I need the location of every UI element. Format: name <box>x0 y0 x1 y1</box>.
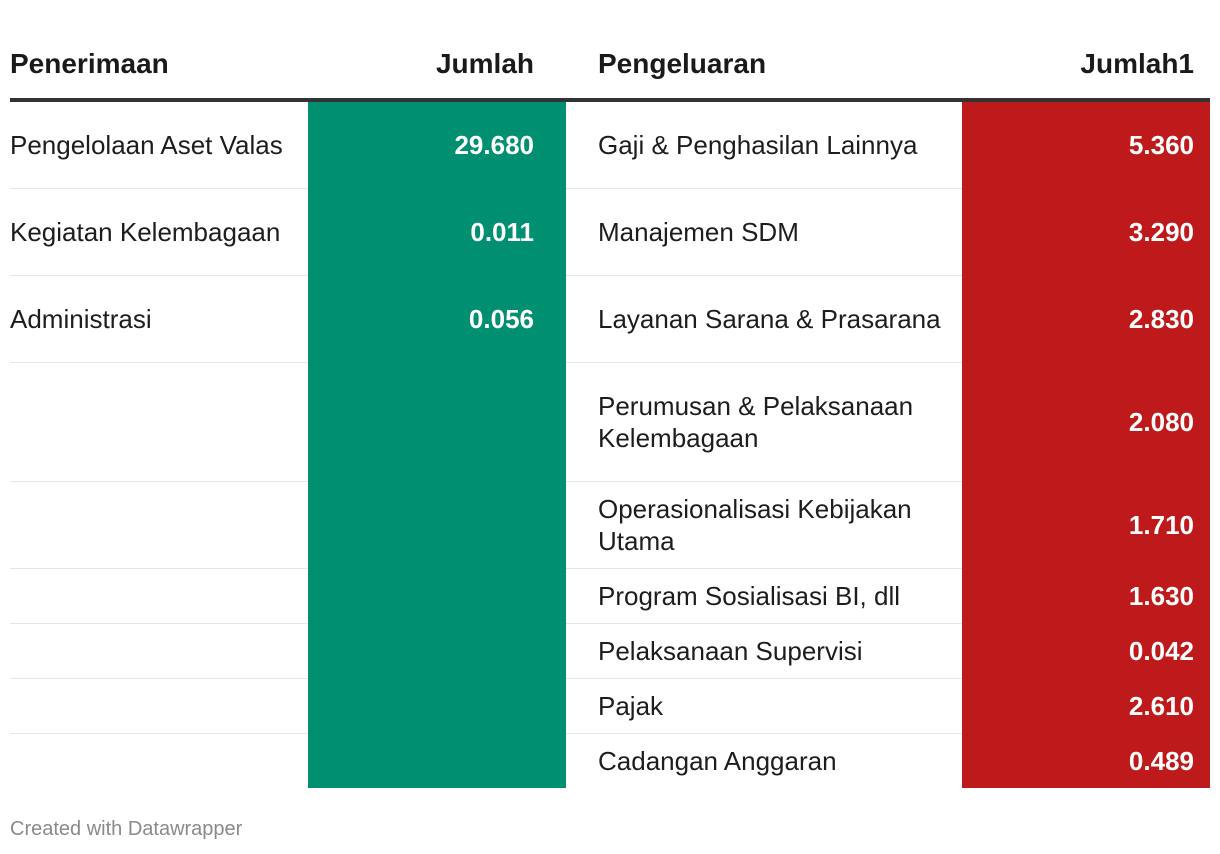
cell-jumlah <box>308 568 566 624</box>
cell-jumlah1: 3.290 <box>962 188 1210 276</box>
header-jumlah[interactable]: Jumlah <box>308 30 566 102</box>
cell-jumlah1: 2.080 <box>962 362 1210 482</box>
table-row: Pelaksanaan Supervisi 0.042 <box>10 623 1210 679</box>
cell-jumlah <box>308 362 566 482</box>
cell-penerimaan: Pengelolaan Aset Valas <box>10 100 308 189</box>
cell-penerimaan <box>10 481 308 569</box>
table-header-row: Penerimaan Jumlah Pengeluaran Jumlah1 <box>10 30 1210 102</box>
header-jumlah1[interactable]: Jumlah1 <box>962 30 1210 102</box>
cell-pengeluaran: Gaji & Penghasilan Lainnya <box>566 100 962 189</box>
datawrapper-credit[interactable]: Created with Datawrapper <box>10 818 243 840</box>
table-row: Cadangan Anggaran 0.489 <box>10 733 1210 789</box>
cell-penerimaan <box>10 568 308 624</box>
cell-pengeluaran: Layanan Sarana & Prasarana <box>566 275 962 363</box>
table-row: Perumusan & Pelaksanaan Kelembagaan 2.08… <box>10 362 1210 482</box>
cell-jumlah <box>308 481 566 569</box>
cell-pengeluaran: Perumusan & Pelaksanaan Kelembagaan <box>566 362 962 482</box>
header-pengeluaran[interactable]: Pengeluaran <box>566 30 962 102</box>
table-row: Kegiatan Kelembagaan 0.011 Manajemen SDM… <box>10 188 1210 276</box>
cell-jumlah1: 1.630 <box>962 568 1210 624</box>
cell-penerimaan <box>10 734 308 789</box>
table-row: Administrasi 0.056 Layanan Sarana & Pras… <box>10 275 1210 363</box>
cell-jumlah1: 0.042 <box>962 623 1210 679</box>
cell-pengeluaran: Pajak <box>566 678 962 734</box>
header-penerimaan[interactable]: Penerimaan <box>10 30 308 102</box>
cell-penerimaan: Administrasi <box>10 275 308 363</box>
cell-pengeluaran: Pelaksanaan Supervisi <box>566 623 962 679</box>
table-row: Pengelolaan Aset Valas 29.680 Gaji & Pen… <box>10 100 1210 189</box>
cell-pengeluaran: Manajemen SDM <box>566 188 962 276</box>
cell-jumlah: 0.056 <box>308 275 566 363</box>
cell-jumlah <box>308 678 566 734</box>
cell-pengeluaran: Cadangan Anggaran <box>598 746 837 776</box>
data-table: Penerimaan Jumlah Pengeluaran Jumlah1 Pe… <box>10 30 1210 788</box>
table-row: Operasionalisasi Kebijakan Utama 1.710 <box>10 481 1210 569</box>
cell-jumlah <box>308 623 566 679</box>
cell-jumlah1: 2.610 <box>962 678 1210 734</box>
cell-jumlah1: 5.360 <box>962 100 1210 189</box>
cell-jumlah: 0.011 <box>308 188 566 276</box>
cell-jumlah <box>308 733 566 788</box>
cell-penerimaan: Kegiatan Kelembagaan <box>10 188 308 276</box>
table-row: Program Sosialisasi BI, dll 1.630 <box>10 568 1210 624</box>
cell-pengeluaran: Program Sosialisasi BI, dll <box>566 568 962 624</box>
cell-penerimaan <box>10 678 308 734</box>
cell-pengeluaran: Operasionalisasi Kebijakan Utama <box>566 481 962 569</box>
data-table-container: Penerimaan Jumlah Pengeluaran Jumlah1 Pe… <box>10 30 1210 788</box>
cell-jumlah1: 0.489 <box>962 733 1210 788</box>
cell-jumlah: 29.680 <box>308 100 566 189</box>
cell-penerimaan <box>10 362 308 482</box>
cell-jumlah1: 1.710 <box>962 481 1210 569</box>
cell-penerimaan <box>10 623 308 679</box>
cell-jumlah1: 2.830 <box>962 275 1210 363</box>
table-row: Pajak 2.610 <box>10 678 1210 734</box>
